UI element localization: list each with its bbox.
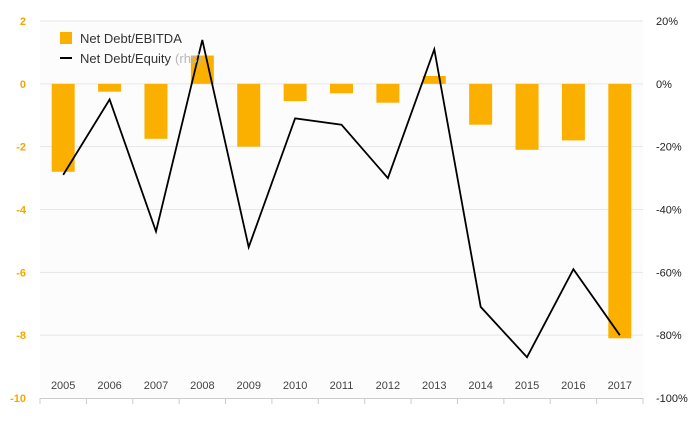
bar-2007 [144,83,168,139]
y-left-tick-label: -6 [16,267,26,279]
y-left-tick-label: 2 [20,16,26,28]
x-tick-label-2008: 2008 [190,380,214,392]
y-right-tick-label: -20% [656,142,682,154]
legend: Net Debt/EBITDA Net Debt/Equity (rhs) [60,28,202,68]
x-tick-label-2011: 2011 [330,380,354,392]
bar-2009 [237,83,261,147]
y-left-tick-label: -2 [16,142,26,154]
y-right-tick-label: -80% [656,330,682,342]
bar-2014 [469,83,493,125]
legend-label-net-debt-ebitda: Net Debt/EBITDA [80,30,182,46]
bar-2011 [330,83,353,94]
bar-2012 [376,83,400,103]
x-tick-label-2007: 2007 [144,380,168,392]
line-series-net-debt-equity [62,39,621,359]
x-tick-label-2017: 2017 [608,380,632,392]
bar-2005 [51,83,75,172]
x-tick-label-2013: 2013 [422,380,446,392]
legend-label-net-debt-equity: Net Debt/Equity [80,50,172,66]
bar-2010 [283,83,307,102]
bar-2013 [422,75,446,84]
y-left-tick-label: -10 [10,393,26,405]
legend-label-rhs: (rhs) [175,50,202,66]
x-tick-label-2015: 2015 [515,380,539,392]
y-right-tick-label: 0% [656,79,672,91]
x-tick-label-2009: 2009 [236,380,260,392]
y-right-tick-label: -40% [656,205,682,217]
y-right-tick-label: 20% [656,16,678,28]
x-tick-label-2014: 2014 [468,380,492,392]
legend-swatch-line [60,57,72,59]
bar-2015 [515,83,539,150]
legend-item-net-debt-equity: Net Debt/Equity (rhs) [60,48,202,68]
y-left-tick-label: -8 [16,330,26,342]
bar-2016 [561,83,585,141]
x-tick-label-2006: 2006 [97,380,121,392]
x-tick-label-2012: 2012 [376,380,400,392]
legend-swatch-bar [60,32,72,44]
y-right-tick-label: -60% [656,267,682,279]
y-left-tick-label: -4 [16,205,27,217]
bar-2017 [608,83,632,339]
y-left-tick-label: 0 [20,79,26,91]
legend-item-net-debt-ebitda: Net Debt/EBITDA [60,28,202,48]
bar-2006 [98,83,122,92]
x-tick-label-2005: 2005 [51,380,75,392]
x-tick-label-2010: 2010 [283,380,307,392]
x-tick-label-2016: 2016 [561,380,585,392]
y-right-tick-label: -100% [656,393,688,405]
